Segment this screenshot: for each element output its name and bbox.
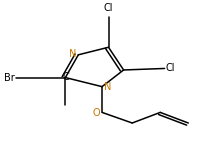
Text: C: C	[62, 72, 69, 82]
Text: O: O	[93, 108, 100, 118]
Text: Cl: Cl	[104, 3, 113, 13]
Text: Cl: Cl	[166, 63, 175, 73]
Text: Br: Br	[4, 73, 15, 83]
Text: N: N	[69, 49, 77, 59]
Text: N: N	[104, 82, 112, 92]
